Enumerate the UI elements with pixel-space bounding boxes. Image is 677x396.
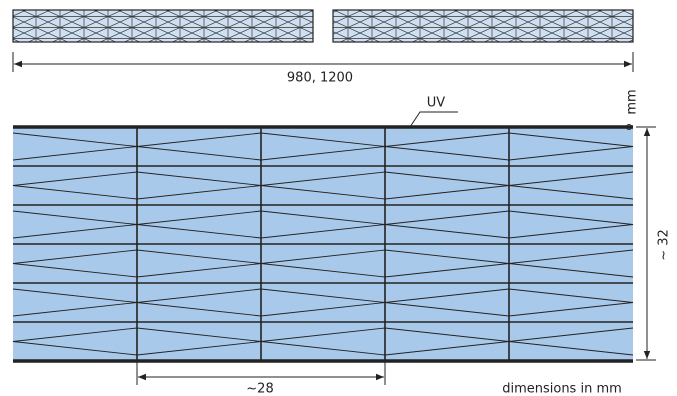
web-line <box>508 132 634 161</box>
panel-section <box>12 125 634 363</box>
web-line <box>12 171 138 200</box>
unit-mark: mm <box>625 89 640 114</box>
uv-label: UV <box>427 96 446 111</box>
web-line <box>12 327 138 356</box>
note: dimensions in mm <box>502 382 622 396</box>
cell-dimension: ~28 <box>246 382 273 396</box>
top-dimension: 980, 1200 <box>287 71 353 86</box>
web-line <box>508 210 634 239</box>
web-line <box>12 249 138 278</box>
strip <box>12 9 314 43</box>
uv-leader <box>409 111 458 128</box>
unit-circle <box>626 124 632 130</box>
panel-strips <box>12 9 634 43</box>
height-dimension: ~ 32 <box>657 229 672 261</box>
web-line <box>508 288 634 317</box>
strip <box>332 9 634 43</box>
